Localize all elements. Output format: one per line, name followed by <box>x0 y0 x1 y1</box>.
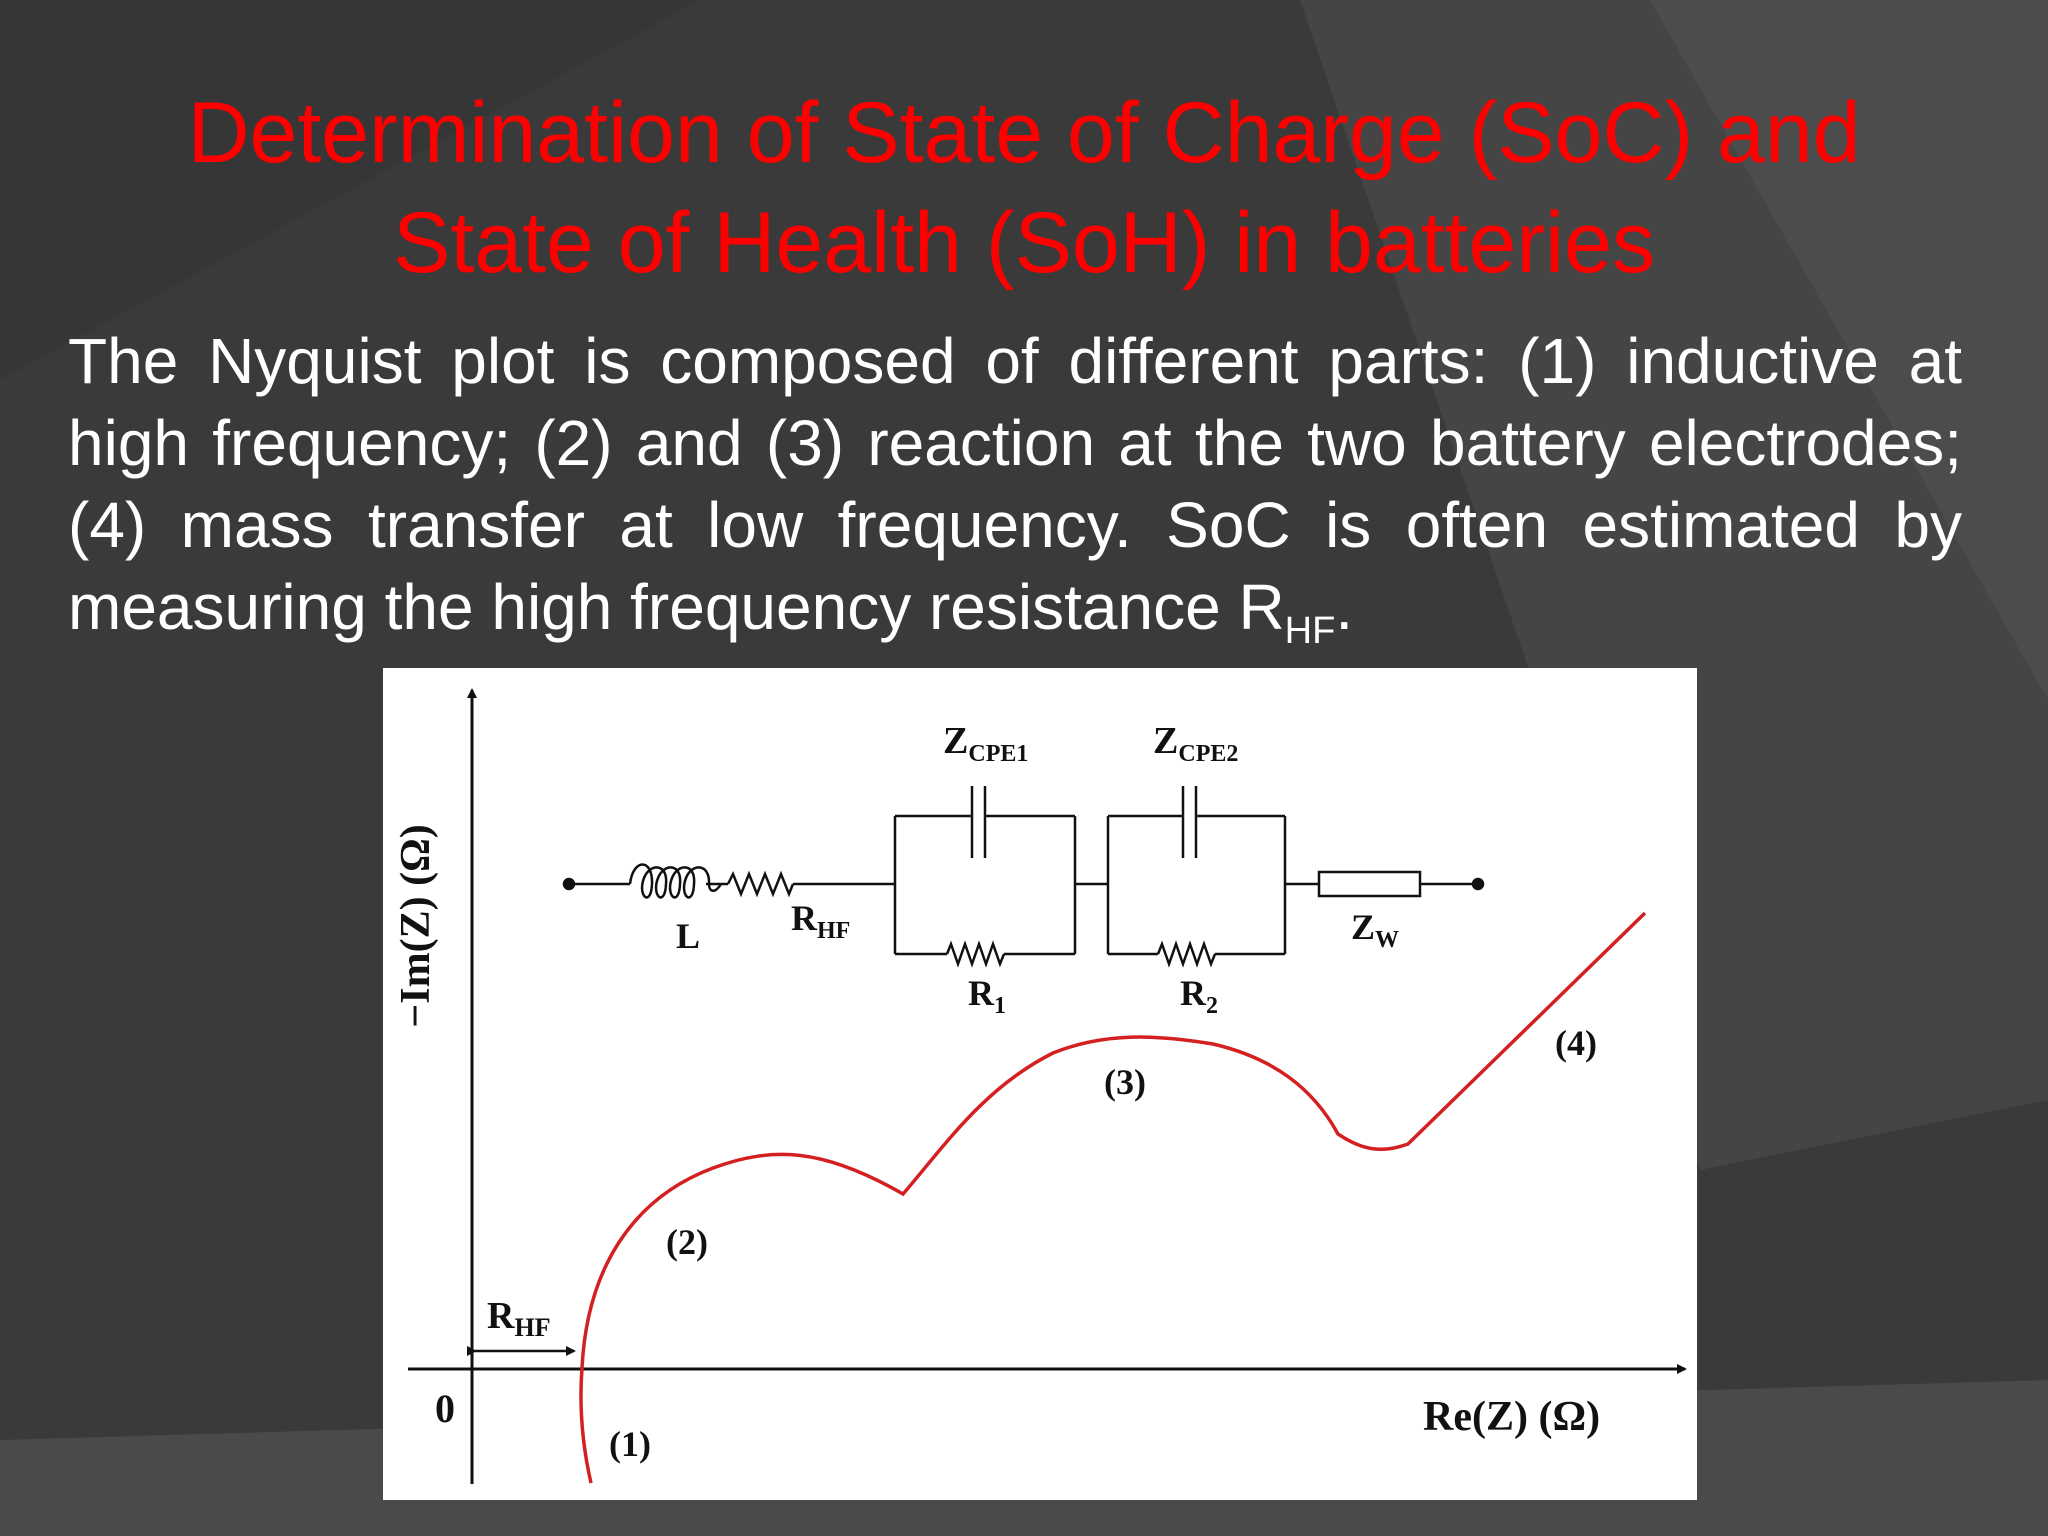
x-axis-label: Re(Z) (Ω) <box>1423 1394 1600 1440</box>
body-main-text: The Nyquist plot is composed of differen… <box>68 325 1962 643</box>
nyquist-curve <box>579 911 1647 1484</box>
cpe1-label: ZCPE1 <box>943 720 1028 767</box>
inductor-coil <box>628 863 723 899</box>
y-axis-label: −Im(Z) (Ω) <box>393 824 439 1027</box>
resistor-rhf <box>726 870 795 898</box>
r2-label: R2 <box>1180 973 1218 1019</box>
region-label-4: (4) <box>1555 1023 1597 1063</box>
inductor-label: L <box>676 916 700 956</box>
region-label-2: (2) <box>666 1222 708 1262</box>
rhf-axis-label: RHF <box>487 1295 551 1342</box>
origin-label: 0 <box>435 1386 455 1431</box>
region-label-3: (3) <box>1104 1062 1146 1102</box>
body-rhf-subscript: HF <box>1284 610 1336 652</box>
warburg-label: ZW <box>1351 907 1399 953</box>
region-label-1: (1) <box>609 1424 651 1464</box>
body-end-text: . <box>1335 571 1354 643</box>
nyquist-diagram: −Im(Z) (Ω) 0 Re(Z) (Ω) RHF (1) (2) (3) (… <box>383 668 1697 1500</box>
cpe2-label: ZCPE2 <box>1153 720 1238 767</box>
slide-title-line-1: Determination of State of Charge (SoC) a… <box>187 85 1861 181</box>
equivalent-circuit <box>562 786 1485 968</box>
rhf-resistor-label: RHF <box>791 898 850 944</box>
slide-body-paragraph: The Nyquist plot is composed of differen… <box>68 320 1962 650</box>
r1-label: R1 <box>968 973 1006 1019</box>
slide-title-line-2: State of Health (SoH) in batteries <box>393 195 1655 291</box>
